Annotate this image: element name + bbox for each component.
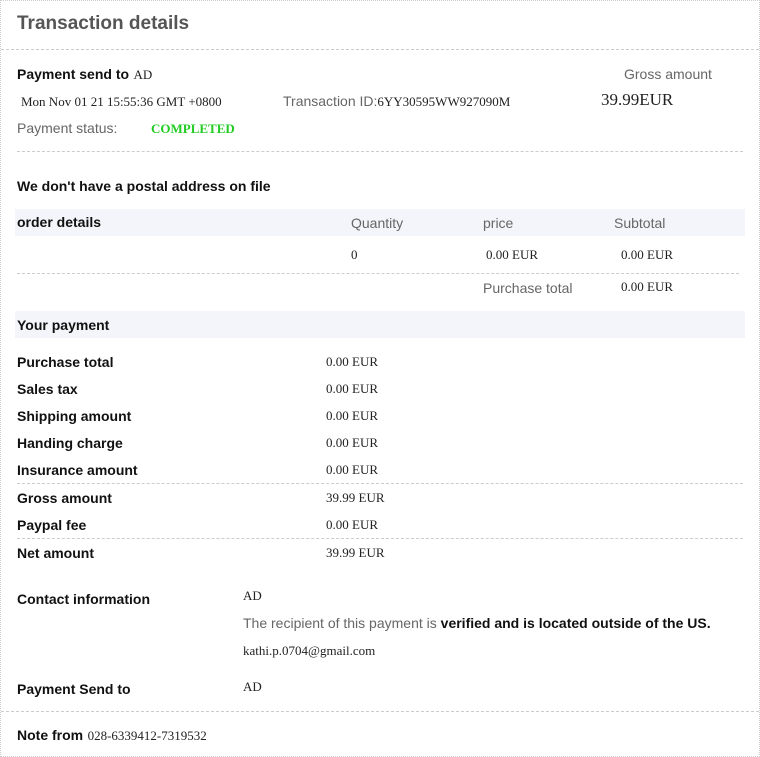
value: 028-6339412-7319532: [87, 728, 207, 743]
payment-row-value: 0.00 EUR: [326, 462, 378, 477]
payment-send-to: Payment send to AD: [17, 65, 152, 84]
divider: [1, 49, 759, 50]
quantity-header: Quantity: [351, 215, 404, 231]
payment-send-to-value: AD: [243, 679, 262, 694]
payment-row-value: 0.00 EUR: [326, 435, 378, 450]
contact-information-label: Contact information: [17, 591, 150, 607]
order-details-header: order details: [17, 214, 102, 230]
subtotal-header: Subtotal: [614, 215, 666, 231]
gross-amount-label: Gross amount: [624, 66, 712, 82]
payment-row-label: Purchase total: [17, 354, 114, 370]
divider: [17, 151, 743, 152]
note-from: Note from 028-6339412-7319532: [17, 726, 207, 745]
contact-email[interactable]: kathi.p.0704@gmail.com: [243, 643, 376, 658]
purchase-total-value: 0.00 EUR: [621, 279, 673, 294]
your-payment-title: Your payment: [17, 317, 110, 333]
payment-row-label: Handing charge: [17, 435, 123, 451]
note-text: The recipient of this payment is: [243, 615, 441, 631]
payment-row-label: Shipping amount: [17, 408, 132, 424]
verification-note: The recipient of this payment is verifie…: [243, 614, 711, 632]
payment-row-label: Insurance amount: [17, 462, 138, 478]
your-payment-header: [15, 311, 745, 338]
gross-amount-value: 39.99EUR: [601, 90, 674, 109]
divider: [1, 711, 759, 712]
payment-row-value: 39.99 EUR: [326, 545, 385, 560]
order-quantity: 0: [351, 247, 358, 262]
order-header: [15, 209, 745, 236]
payment-row-label: Sales tax: [17, 381, 78, 397]
postal-address-notice: We don't have a postal address on file: [17, 178, 271, 194]
payment-status-label: Payment status:: [17, 120, 118, 136]
divider: [17, 273, 739, 274]
label: Note from: [17, 727, 84, 743]
note-bold: verified and is located outside of the U…: [440, 615, 711, 631]
payment-row-label: Net amount: [17, 545, 94, 561]
value: AD: [133, 67, 153, 82]
payment-row-value: 0.00 EUR: [326, 408, 378, 423]
label: Payment send to: [17, 66, 130, 82]
transaction-id: Transaction ID:6YY30595WW927090M: [283, 92, 510, 111]
payment-status-badge: COMPLETED: [151, 121, 235, 136]
payment-row-value: 0.00 EUR: [326, 354, 378, 369]
divider: [17, 483, 743, 484]
payment-row-value: 0.00 EUR: [326, 381, 378, 396]
payment-row-value: 0.00 EUR: [326, 517, 378, 532]
label: Transaction ID:: [283, 93, 378, 109]
purchase-total-label: Purchase total: [483, 280, 573, 296]
payment-row-label: Paypal fee: [17, 517, 87, 533]
payment-row-label: Gross amount: [17, 490, 112, 506]
order-price: 0.00 EUR: [486, 247, 538, 262]
payment-row-value: 39.99 EUR: [326, 490, 385, 505]
price-header: price: [483, 215, 514, 231]
order-subtotal: 0.00 EUR: [621, 247, 673, 262]
contact-name: AD: [243, 588, 262, 603]
value: 6YY30595WW927090M: [377, 94, 511, 109]
payment-send-to-label: Payment Send to: [17, 681, 131, 697]
transaction-date: Mon Nov 01 21 15:55:36 GMT +0800: [21, 94, 222, 109]
page-title: Transaction details: [17, 13, 190, 34]
divider: [17, 538, 743, 539]
